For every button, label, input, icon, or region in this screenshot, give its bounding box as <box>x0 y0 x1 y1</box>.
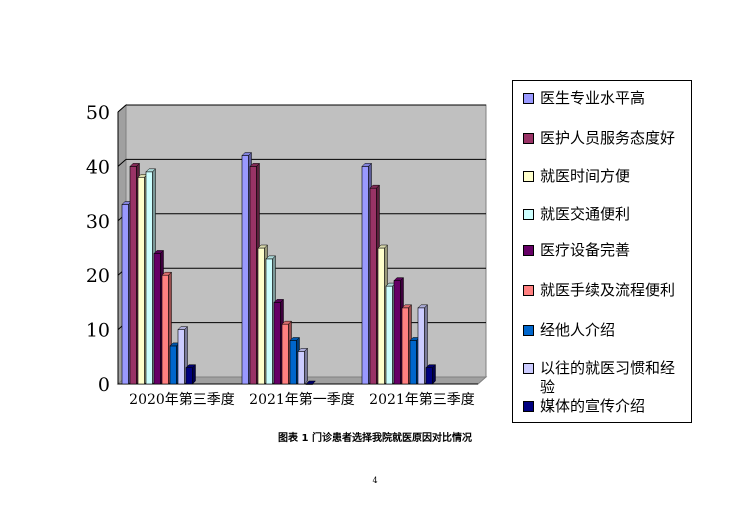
legend-item: 就医时间方便 <box>523 167 688 186</box>
y-tick-label: 40 <box>86 156 110 178</box>
bar <box>161 274 169 385</box>
bar <box>257 247 265 385</box>
legend-swatch <box>523 363 534 374</box>
x-tick-label: 2020年第三季度 <box>129 391 235 408</box>
bar <box>177 329 185 385</box>
legend-item: 医疗设备完善 <box>523 241 688 260</box>
legend-item: 就医交通便利 <box>523 205 688 224</box>
legend-item: 经他人介绍 <box>523 321 688 340</box>
y-tick-label: 50 <box>86 102 110 124</box>
bar <box>289 340 297 385</box>
bar <box>241 155 249 385</box>
bar <box>249 166 257 385</box>
bar <box>417 307 425 385</box>
figure-caption: 图表 1 门诊患者选择我院就医原因对比情况 <box>278 433 472 444</box>
legend-swatch <box>523 133 534 144</box>
legend-swatch <box>523 209 534 220</box>
x-tick-label: 2021年第三季度 <box>369 391 475 408</box>
legend-swatch <box>523 285 534 296</box>
legend-item: 就医手续及流程便利 <box>523 281 688 300</box>
y-tick-label: 20 <box>86 265 110 287</box>
legend-swatch <box>523 325 534 336</box>
legend-item: 医生专业水平高 <box>523 89 688 108</box>
legend-swatch <box>523 171 534 182</box>
legend-label: 医疗设备完善 <box>540 241 631 259</box>
bar <box>145 171 153 385</box>
legend-label: 以往的就医习惯和经验 <box>540 359 676 396</box>
bar <box>153 253 161 385</box>
legend-label: 医护人员服务态度好 <box>540 129 676 147</box>
y-tick-label: 30 <box>86 211 110 233</box>
legend-item: 医护人员服务态度好 <box>523 129 688 148</box>
gridline-side <box>117 159 127 167</box>
bar <box>169 345 177 385</box>
bar <box>401 307 409 385</box>
legend-label: 就医时间方便 <box>540 167 631 185</box>
chart-legend: 医生专业水平高医护人员服务态度好 就医时间方便 就医交通便利 医疗设备完善就医手续及流… <box>512 80 692 423</box>
bar <box>377 247 385 385</box>
bar <box>393 280 401 385</box>
legend-swatch <box>523 93 534 104</box>
bar <box>409 340 417 385</box>
bar <box>425 367 433 385</box>
bar-side <box>432 364 436 385</box>
legend-label: 医生专业水平高 <box>540 89 646 107</box>
gridline-side <box>117 104 127 113</box>
bar <box>369 187 377 385</box>
legend-label: 经他人介绍 <box>540 321 616 339</box>
bar <box>121 204 129 385</box>
bar <box>129 166 137 385</box>
legend-label: 就医交通便利 <box>540 205 631 223</box>
legend-swatch <box>523 245 534 256</box>
legend-item: 媒体的宣传介绍 <box>523 397 688 416</box>
x-tick-label: 2021年第一季度 <box>249 391 355 408</box>
bar <box>297 351 305 385</box>
y-tick-label: 0 <box>98 374 110 396</box>
page-number: 4 <box>372 476 378 485</box>
bar <box>281 323 289 385</box>
bar <box>361 166 369 385</box>
y-tick-label: 10 <box>86 320 110 342</box>
bar-side <box>312 380 316 385</box>
bar <box>185 367 193 385</box>
bar <box>273 302 281 385</box>
bar <box>385 285 393 385</box>
legend-swatch <box>523 401 534 412</box>
bar-side <box>304 347 308 385</box>
legend-item: 以往的就医习惯和经验 <box>523 359 688 397</box>
legend-label: 媒体的宣传介绍 <box>540 397 646 415</box>
bar-side <box>192 364 196 385</box>
legend-label: 就医手续及流程便利 <box>540 281 676 299</box>
bar <box>137 176 145 385</box>
bar <box>265 258 273 385</box>
